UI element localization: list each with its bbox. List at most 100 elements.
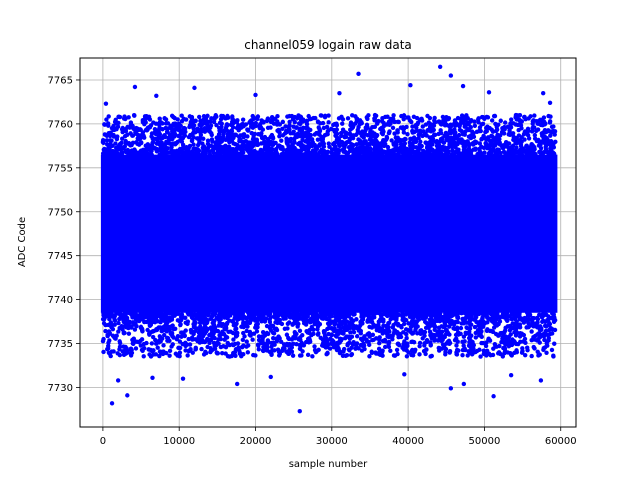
data-point [286, 351, 291, 356]
data-point [428, 146, 433, 151]
data-point [514, 140, 520, 146]
data-point [220, 150, 225, 155]
data-point [357, 121, 363, 127]
data-point [535, 349, 540, 354]
data-point [317, 127, 322, 132]
data-point [304, 152, 309, 157]
data-point [386, 344, 392, 350]
data-point [409, 339, 414, 345]
data-point [439, 346, 445, 351]
data-point [225, 134, 230, 140]
data-point [154, 141, 160, 146]
data-point [480, 315, 485, 320]
data-point [469, 333, 474, 338]
data-point [498, 133, 503, 138]
data-point [242, 334, 247, 339]
data-point [541, 334, 547, 339]
data-point [339, 337, 344, 342]
data-point [221, 128, 226, 134]
data-point-outlier [154, 93, 159, 98]
data-point [393, 148, 398, 153]
data-point-outlier [448, 73, 454, 78]
data-point [340, 121, 345, 126]
data-point [201, 114, 207, 119]
data-point [171, 326, 176, 332]
data-point [448, 127, 453, 133]
data-point [143, 120, 148, 125]
data-point [391, 113, 396, 118]
data-point [428, 343, 433, 348]
data-point [316, 331, 321, 336]
y-tick-label: 7750 [48, 207, 73, 218]
data-point [385, 144, 391, 150]
data-point [376, 346, 382, 352]
data-point [531, 337, 537, 342]
data-point [373, 138, 379, 143]
data-point-outlier [540, 90, 546, 96]
data-point [124, 141, 129, 146]
data-point [167, 353, 172, 358]
data-point-outlier [538, 378, 544, 383]
data-point [251, 135, 256, 140]
data-point [403, 317, 409, 323]
data-point [405, 148, 410, 154]
data-point [149, 341, 155, 346]
data-point [459, 128, 464, 134]
data-point [120, 145, 125, 150]
data-point [117, 347, 122, 352]
data-point [451, 152, 457, 157]
data-point [102, 315, 108, 320]
data-points [100, 64, 558, 414]
data-point [432, 132, 437, 137]
data-point [340, 147, 346, 152]
data-point [453, 130, 458, 135]
data-point [399, 325, 404, 330]
data-point [438, 311, 443, 316]
data-point [215, 150, 220, 155]
data-point [282, 131, 288, 136]
data-point [220, 134, 226, 140]
data-point [111, 123, 116, 129]
data-point [351, 122, 356, 127]
data-point [407, 118, 413, 123]
data-point [107, 317, 112, 322]
data-point [121, 344, 126, 349]
x-tick-label: 40000 [392, 436, 424, 447]
data-point [247, 329, 253, 335]
data-point [520, 146, 526, 151]
data-point [477, 125, 483, 130]
data-point [358, 331, 363, 336]
data-point [332, 129, 338, 135]
data-point [224, 150, 230, 156]
data-point [404, 335, 409, 341]
y-tick-label: 7760 [48, 119, 73, 130]
data-point [419, 116, 424, 121]
data-point-outlier [437, 64, 443, 69]
data-point [235, 341, 241, 346]
data-point [395, 128, 400, 133]
data-point [268, 119, 274, 125]
data-point [160, 135, 166, 140]
data-point [476, 128, 482, 134]
data-point [512, 148, 518, 153]
data-point [536, 330, 542, 336]
data-point [142, 135, 147, 140]
data-point [311, 327, 316, 332]
data-point [536, 353, 541, 358]
data-point [464, 325, 470, 331]
data-point [329, 325, 334, 331]
data-point [261, 344, 266, 350]
x-tick-label: 50000 [469, 436, 501, 447]
data-point [414, 313, 420, 319]
data-point [119, 127, 125, 132]
data-point [461, 334, 467, 339]
data-point [245, 350, 251, 355]
data-point [508, 325, 514, 330]
data-point [369, 325, 375, 330]
data-point [390, 311, 395, 316]
data-point [480, 340, 486, 346]
data-point [199, 314, 204, 319]
data-point [423, 315, 428, 320]
data-point [546, 338, 551, 343]
data-point [214, 123, 219, 128]
